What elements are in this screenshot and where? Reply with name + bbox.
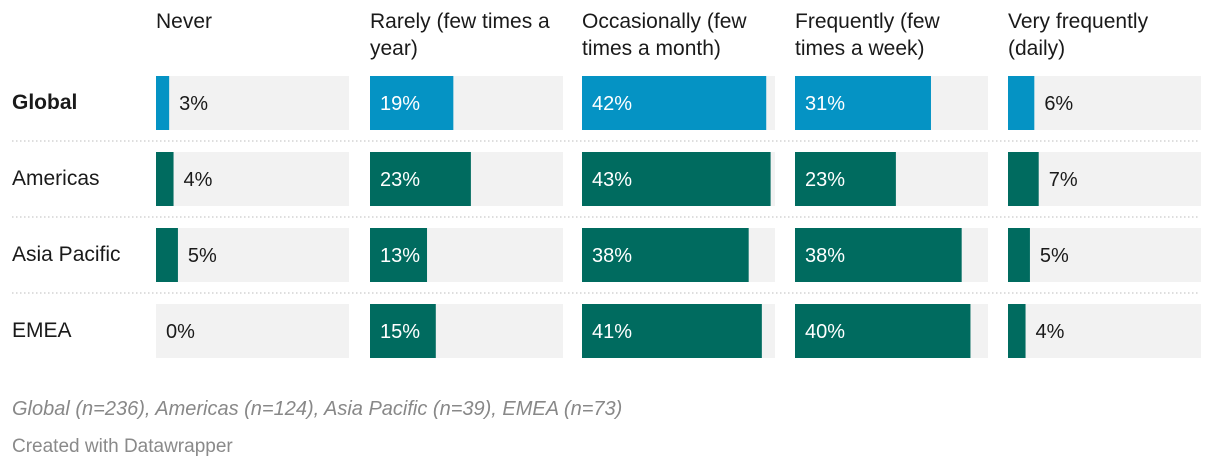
bar: [795, 76, 931, 130]
row-label: Asia Pacific: [12, 243, 121, 266]
chart-notes: Global (n=236), Americas (n=124), Asia P…: [12, 398, 623, 420]
row-label: Global: [12, 91, 78, 114]
data-label: 40%: [805, 321, 845, 343]
column-header: Rarely (few times a year): [370, 10, 550, 60]
data-label: 43%: [592, 169, 632, 191]
data-label: 3%: [179, 93, 208, 115]
data-label: 31%: [805, 93, 845, 115]
column-header: Very frequently (daily): [1008, 10, 1149, 60]
bar: [370, 228, 428, 282]
data-label: 15%: [380, 321, 420, 343]
bar-track: [156, 76, 349, 130]
bar: [1008, 228, 1030, 282]
data-label: 6%: [1044, 93, 1073, 115]
bar-track: [1008, 228, 1201, 282]
chart-credit: Created with Datawrapper: [12, 436, 233, 457]
data-label: 23%: [380, 169, 420, 191]
bar: [1008, 304, 1026, 358]
data-label: 23%: [805, 169, 845, 191]
row-label: EMEA: [12, 319, 72, 342]
bar-track: [156, 152, 349, 206]
bar: [582, 304, 762, 358]
bar-track: [156, 304, 349, 358]
bar: [1008, 76, 1035, 130]
bar: [795, 152, 896, 206]
data-label: 19%: [380, 93, 420, 115]
column-header: Occasionally (few times a month): [582, 10, 747, 60]
data-label: 7%: [1049, 169, 1078, 191]
bar: [582, 76, 767, 130]
data-label: 0%: [166, 321, 195, 343]
bar: [795, 304, 971, 358]
column-header: Frequently (few times a week): [795, 10, 940, 60]
column-header: Never: [156, 10, 213, 33]
bar: [582, 228, 749, 282]
bar-track: [156, 228, 349, 282]
bar: [582, 152, 771, 206]
bar: [1008, 152, 1039, 206]
data-label: 5%: [1040, 245, 1069, 267]
data-label: 4%: [184, 169, 213, 191]
data-label: 38%: [592, 245, 632, 267]
chart-canvas: 3% 19% 42% 31% 6% 4% 23% 43% 23% 7% 5% 13% 38% 38% 5% 0…: [12, 76, 1201, 358]
bar: [370, 76, 454, 130]
bar-track: [1008, 152, 1201, 206]
bar: [370, 152, 471, 206]
bar: [156, 76, 170, 130]
bar: [156, 228, 178, 282]
row-label: Americas: [12, 167, 100, 190]
data-label: 4%: [1036, 321, 1065, 343]
data-label: 13%: [380, 245, 420, 267]
data-label: 42%: [592, 93, 632, 115]
bar: [795, 228, 962, 282]
data-label: 41%: [592, 321, 632, 343]
bar: [156, 152, 174, 206]
data-label: 5%: [188, 245, 217, 267]
bar-track: [1008, 304, 1201, 358]
bar-track: [1008, 76, 1201, 130]
bar: [370, 304, 436, 358]
data-label: 38%: [805, 245, 845, 267]
